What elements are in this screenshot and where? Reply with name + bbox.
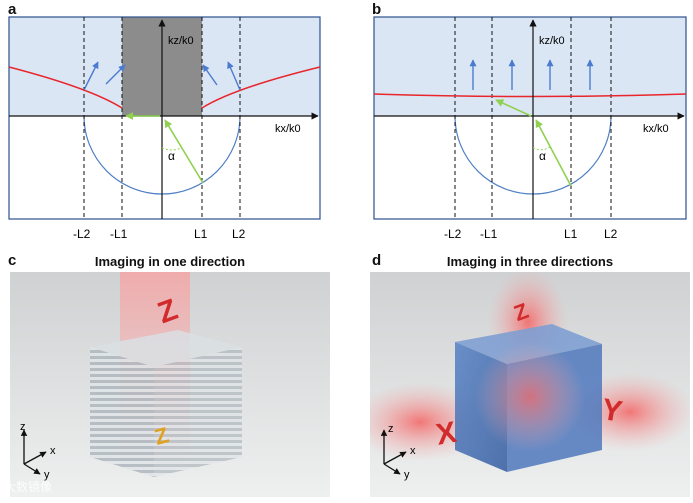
- glow-center: [475, 342, 585, 452]
- k-vectors: [125, 112, 204, 184]
- emission-arrows: [469, 59, 594, 90]
- tick-L1: L1: [194, 227, 208, 241]
- axis-z: z: [20, 421, 26, 433]
- panel-b-diagram: α kz/k0 kx/k0 -L2 -L1 L1 L2: [373, 16, 687, 241]
- cube-right: [154, 347, 242, 477]
- panel-label-c: c: [8, 252, 17, 269]
- panel-a-diagram: α kz/k0 kx/k0 -L2 -L1 L1 L2: [8, 16, 321, 241]
- axis-y: y: [44, 469, 50, 481]
- frame: [373, 16, 687, 220]
- panel-label-d: d: [372, 252, 382, 269]
- panel-c-title: Imaging in one direction: [94, 254, 246, 269]
- cube-top: [90, 330, 242, 367]
- tick-minus-L1: -L1: [110, 227, 128, 241]
- panel-d-title: Imaging in three directions: [446, 254, 614, 269]
- panel-label-b: b: [372, 1, 382, 18]
- tick-L2: L2: [604, 227, 618, 241]
- tick-minus-L2: -L2: [73, 227, 91, 241]
- angle-arc: [161, 147, 182, 151]
- panel-c-render: Z Z z x y: [10, 272, 330, 497]
- angle-label: α: [539, 149, 546, 163]
- band-region: [374, 17, 686, 116]
- frame: [8, 16, 321, 220]
- dispersion-curve-right: [201, 66, 321, 109]
- tick-L1: L1: [564, 227, 578, 241]
- axis-y: y: [404, 469, 410, 481]
- angle-arc: [532, 146, 551, 151]
- tick-minus-L2: -L2: [444, 227, 462, 241]
- angle-label: α: [168, 149, 175, 163]
- dispersion-curve-left: [8, 66, 123, 109]
- kz-axis-label: kz/k0: [539, 35, 565, 47]
- axis-z: z: [388, 423, 394, 435]
- dashed-lines: [83, 17, 241, 219]
- kx-axis-label: kx/k0: [275, 123, 301, 135]
- tick-L2: L2: [232, 227, 246, 241]
- emission-arrows: [83, 61, 241, 91]
- watermark: 大数镜像: [4, 480, 53, 494]
- axes-triad: [20, 429, 47, 475]
- dispersion-curve-flat: [373, 93, 687, 98]
- axes-triad: [380, 429, 407, 475]
- cube-left: [90, 347, 154, 477]
- kx-axis-label: kx/k0: [643, 123, 669, 135]
- panel-d-render: Z X Y z x y: [370, 272, 690, 497]
- k-vectors: [495, 99, 572, 187]
- axis-x: x: [50, 445, 56, 457]
- axis-x: x: [410, 445, 416, 457]
- inner-mark: Z: [152, 422, 171, 450]
- panel-label-a: a: [8, 1, 17, 18]
- tick-minus-L1: -L1: [480, 227, 498, 241]
- kz-axis-label: kz/k0: [168, 35, 194, 47]
